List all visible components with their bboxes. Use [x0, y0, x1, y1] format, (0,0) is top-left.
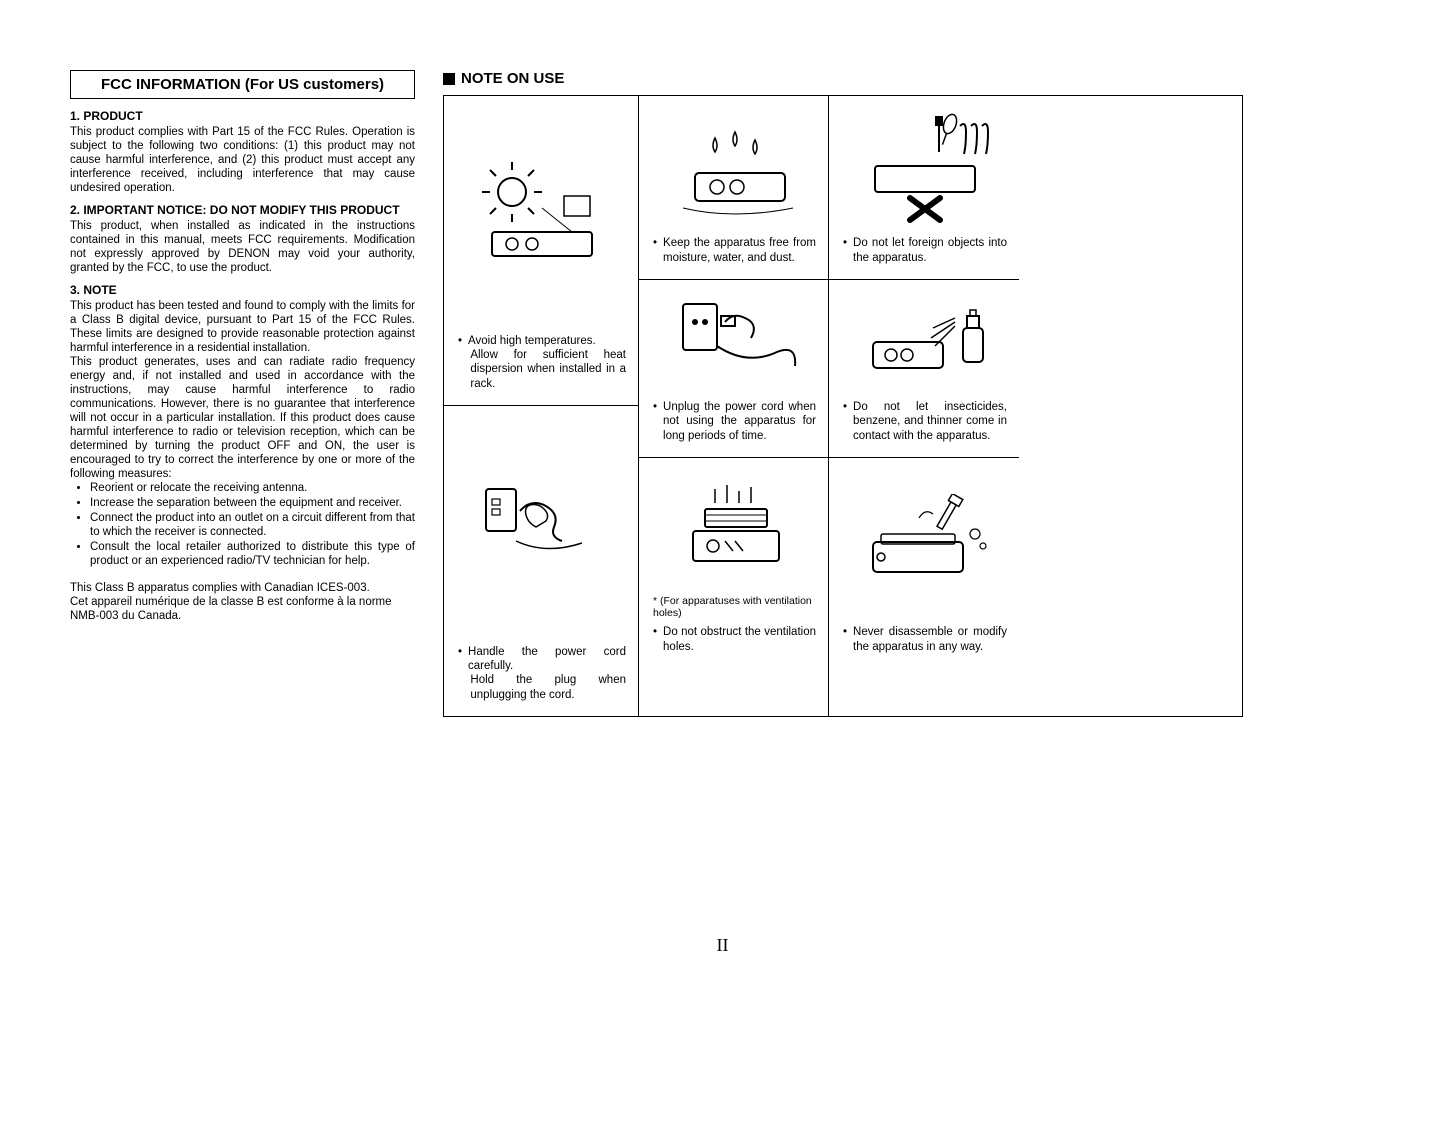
cell-illustration — [843, 292, 1007, 392]
cell-text: • Do not obstruct the ventilation holes. — [653, 625, 816, 654]
cell-text: • Do not let insecticides, benzene, and t… — [843, 400, 1007, 443]
cell-text: • Avoid high temperatures. — [458, 334, 626, 348]
cell-illustration — [653, 292, 816, 392]
illustration-icon — [855, 292, 995, 392]
cell-text: • Keep the apparatus free from moisture, … — [653, 236, 816, 265]
fcc-sec3-heading: 3. NOTE — [70, 283, 415, 297]
note-title: NOTE ON USE — [461, 70, 564, 87]
bullet-icon: • — [843, 236, 847, 250]
fcc-sec3-bullets: Reorient or relocate the receiving anten… — [70, 481, 415, 568]
fcc-sec1-heading: 1. PRODUCT — [70, 109, 415, 123]
square-bullet-icon — [443, 73, 455, 85]
cell-text-content: Hold the plug when unplugging the cord. — [470, 673, 626, 702]
grid-cell: • Handle the power cord carefully. Hold t… — [444, 406, 638, 716]
fcc-title-box: FCC INFORMATION (For US customers) — [70, 70, 415, 99]
cell-illustration — [843, 108, 1007, 228]
bullet-icon: • — [458, 645, 462, 659]
note-grid: • Avoid high temperatures. Allow for suff… — [443, 95, 1243, 717]
cell-illustration — [653, 108, 816, 228]
cell-text-content: Handle the power cord carefully. — [468, 645, 626, 674]
fcc-sec2-body: This product, when installed as indicate… — [70, 219, 415, 275]
cell-text-content: Keep the apparatus free from moisture, w… — [663, 236, 816, 265]
illustration-icon — [855, 494, 995, 594]
grid-cell: • Do not let foreign objects into the app… — [829, 96, 1019, 280]
note-on-use-heading: NOTE ON USE — [443, 70, 1375, 87]
bullet-icon: • — [653, 625, 657, 639]
fcc-column: FCC INFORMATION (For US customers) 1. PR… — [70, 70, 415, 717]
illustration-icon — [855, 112, 995, 224]
fcc-bullet: Consult the local retailer authorized to… — [90, 540, 415, 568]
fcc-bullet: Reorient or relocate the receiving anten… — [90, 481, 415, 495]
illustration-icon — [665, 479, 805, 579]
grid-cell: * (For apparatuses with ventilation hole… — [639, 458, 828, 668]
two-column-layout: FCC INFORMATION (For US customers) 1. PR… — [70, 70, 1375, 717]
illustration-icon — [472, 477, 612, 577]
cell-text: • Never disassemble or modify the apparat… — [843, 625, 1007, 654]
fcc-canada1: This Class B apparatus complies with Can… — [70, 581, 415, 595]
grid-column: • Keep the apparatus free from moisture, … — [639, 96, 829, 716]
cell-illustration — [843, 470, 1007, 617]
illustration-icon — [665, 118, 805, 218]
grid-cell: • Unplug the power cord when not using th… — [639, 280, 828, 458]
note-column: NOTE ON USE • Avoid high temperatures. Al… — [443, 70, 1375, 717]
cell-text: • Unplug the power cord when not using th… — [653, 400, 816, 443]
bullet-icon — [458, 673, 464, 687]
cell-text-content: Do not let foreign objects into the appa… — [853, 236, 1007, 265]
grid-cell: • Avoid high temperatures. Allow for suff… — [444, 96, 638, 406]
fcc-bullet: Connect the product into an outlet on a … — [90, 511, 415, 539]
page-number: II — [0, 935, 1445, 956]
cell-text: Allow for sufficient heat dispersion whe… — [458, 348, 626, 391]
illustration-icon — [472, 162, 612, 272]
grid-cell: • Do not let insecticides, benzene, and t… — [829, 280, 1019, 458]
page-container: FCC INFORMATION (For US customers) 1. PR… — [70, 70, 1375, 717]
illustration-icon — [665, 292, 805, 392]
cell-text-content: Allow for sufficient heat dispersion whe… — [470, 348, 626, 391]
grid-cell: • Never disassemble or modify the apparat… — [829, 458, 1019, 668]
cell-text: • Handle the power cord carefully. — [458, 645, 626, 674]
cell-text-content: Unplug the power cord when not using the… — [663, 400, 816, 443]
fcc-sec3-body2: This product generates, uses and can rad… — [70, 355, 415, 481]
cell-text: Hold the plug when unplugging the cord. — [458, 673, 626, 702]
cell-text: • Do not let foreign objects into the app… — [843, 236, 1007, 265]
bullet-icon — [458, 348, 464, 362]
bullet-icon: • — [653, 236, 657, 250]
bullet-icon: • — [653, 400, 657, 414]
grid-cell: • Keep the apparatus free from moisture, … — [639, 96, 828, 280]
bullet-icon: • — [458, 334, 462, 348]
cell-illustration — [653, 470, 816, 587]
bullet-icon: • — [843, 400, 847, 414]
fcc-sec2-heading: 2. IMPORTANT NOTICE: DO NOT MODIFY THIS … — [70, 203, 415, 217]
grid-column: • Do not let foreign objects into the app… — [829, 96, 1019, 716]
cell-illustration — [458, 108, 626, 326]
fcc-sec3-body1: This product has been tested and found t… — [70, 299, 415, 355]
fcc-canada2: Cet appareil numérique de la classe B es… — [70, 595, 415, 623]
cell-text-content: Never disassemble or modify the apparatu… — [853, 625, 1007, 654]
cell-footnote: * (For apparatuses with ventilation hole… — [653, 595, 816, 619]
grid-column: • Avoid high temperatures. Allow for suff… — [444, 96, 639, 716]
cell-text-content: Avoid high temperatures. — [468, 334, 596, 348]
cell-illustration — [458, 418, 626, 637]
bullet-icon: • — [843, 625, 847, 639]
fcc-bullet: Increase the separation between the equi… — [90, 496, 415, 510]
cell-text-content: Do not obstruct the ventilation holes. — [663, 625, 816, 654]
fcc-title: FCC INFORMATION (For US customers) — [79, 76, 406, 93]
fcc-sec1-body: This product complies with Part 15 of th… — [70, 125, 415, 195]
cell-text-content: Do not let insecticides, benzene, and th… — [853, 400, 1007, 443]
